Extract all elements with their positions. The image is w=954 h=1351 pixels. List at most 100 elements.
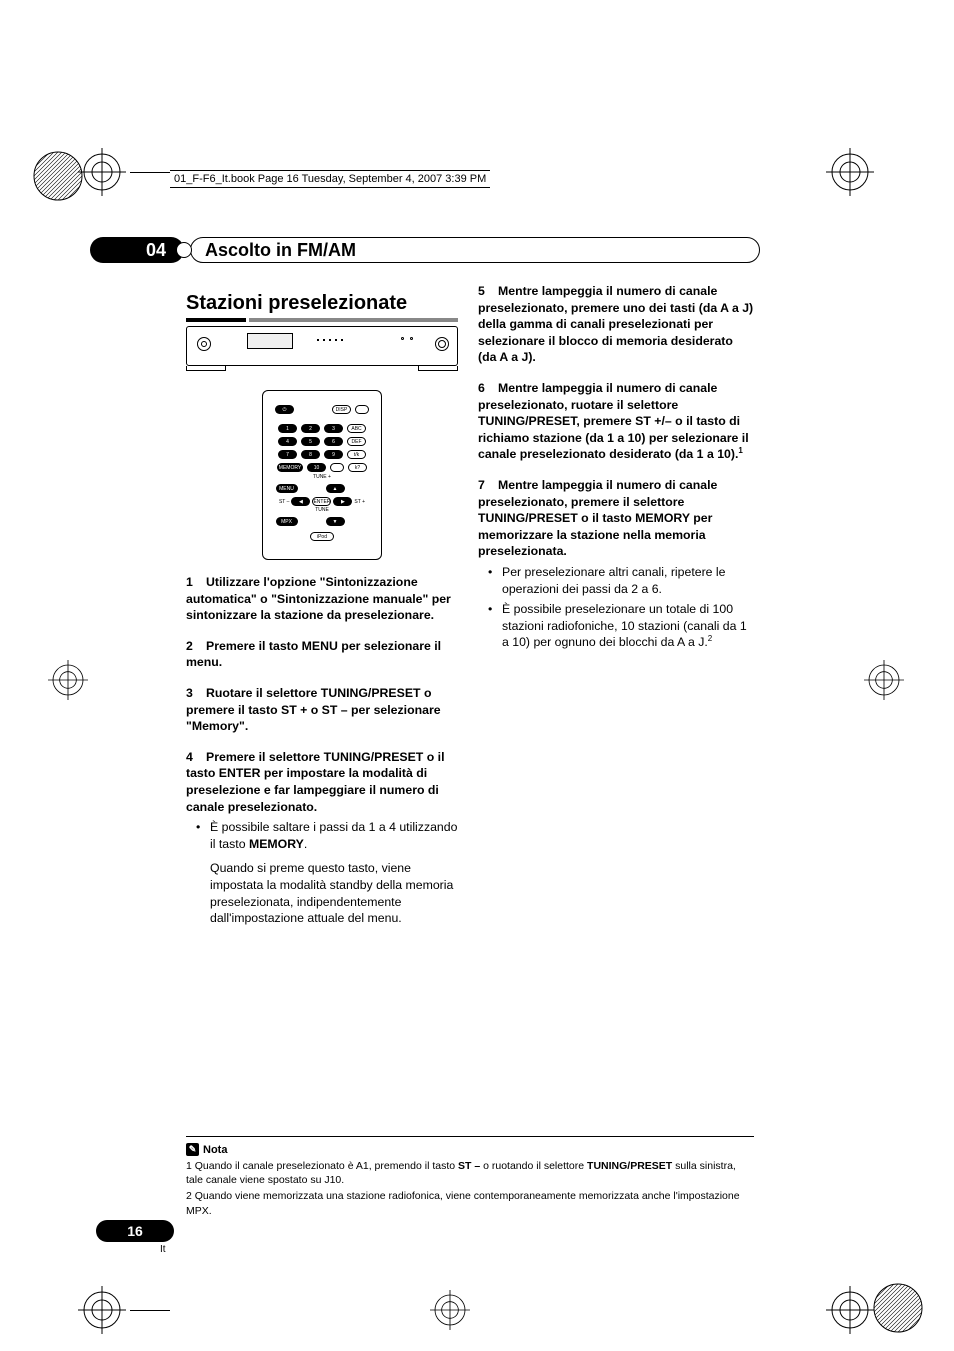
remote-label: ST – <box>279 499 289 505</box>
chapter-title: Ascolto in FM/AM <box>190 237 760 263</box>
remote-btn: ◀ <box>291 497 310 506</box>
footnote-ref: 2 <box>708 634 712 643</box>
remote-btn: 10 <box>307 463 326 472</box>
step-block: 3Ruotare il selettore TUNING/PRESET o pr… <box>186 685 462 735</box>
nota-head: ✎ Nota <box>186 1143 227 1156</box>
reg-mark-icon <box>78 1286 126 1334</box>
nota-label: Nota <box>203 1144 227 1156</box>
hatch-mark-icon <box>870 1280 926 1336</box>
step-number: 6 <box>478 380 498 397</box>
lamp-row-icon <box>317 339 343 341</box>
step-number: 3 <box>186 685 206 702</box>
step-text: Premere il selettore TUNING/PRESET o il … <box>186 750 445 814</box>
knob-icon <box>197 337 211 351</box>
bullet-item: È possibile preselezionare un totale di … <box>478 601 754 651</box>
step-block: 2Premere il tasto MENU per selezionare i… <box>186 638 462 671</box>
step-text: Mentre lampeggia il numero di canale pre… <box>478 284 753 364</box>
step-text: Premere il tasto MENU per selezionare il… <box>186 639 441 670</box>
remote-btn: MEMORY <box>277 463 303 472</box>
chapter-joint-icon <box>176 242 192 258</box>
bullet-item: Per preselezionare altri canali, ripeter… <box>478 564 754 597</box>
bullet-text: Per preselezionare altri canali, ripeter… <box>502 565 726 596</box>
footnote-ref: 1 <box>738 446 742 455</box>
nota-bold: TUNING/PRESET <box>587 1160 672 1172</box>
remote-illustration: ⏻ DISP 123 ABC 456 DEF 789 t/k MEMORY 10 k? TU… <box>262 390 382 560</box>
right-column: 5Mentre lampeggia il numero di canale pr… <box>478 283 754 665</box>
bullet-item: È possibile saltare i passi da 1 a 4 uti… <box>186 819 462 852</box>
bullet-text: È possibile saltare i passi da 1 a 4 uti… <box>210 820 457 851</box>
sub-text: Quando si preme questo tasto, viene impo… <box>186 860 462 926</box>
page-number-tab: 16 <box>96 1220 174 1242</box>
remote-btn: ▼ <box>326 517 345 526</box>
left-column: 1Utilizzare l'opzione "Sintonizzazione a… <box>186 574 462 941</box>
nota-bold: ST – <box>458 1160 480 1172</box>
chapter-header: 04 Ascolto in FM/AM <box>90 237 770 263</box>
step-text: Mentre lampeggia il numero di canale pre… <box>478 478 717 558</box>
remote-label: TUNE + <box>271 474 373 480</box>
step-text: Utilizzare l'opzione "Sintonizzazione au… <box>186 575 451 622</box>
step-block: 6Mentre lampeggia il numero di canale pr… <box>478 380 754 463</box>
bullet-text: . <box>304 837 307 851</box>
nota-text: o ruotando il selettore <box>480 1160 587 1172</box>
remote-btn: 5 <box>301 437 320 446</box>
tuner-illustration <box>186 326 458 366</box>
dot-grid-icon <box>401 337 413 340</box>
remote-btn: t/k <box>347 450 366 459</box>
knob-icon <box>435 337 449 351</box>
reg-mark-icon <box>48 660 88 700</box>
remote-label: ST + <box>354 499 365 505</box>
crop-line <box>130 172 170 173</box>
remote-btn: ▲ <box>326 484 345 493</box>
reg-mark-icon <box>826 1286 874 1334</box>
remote-btn: iPod <box>310 532 334 541</box>
remote-btn: 8 <box>301 450 320 459</box>
chapter-title-text: Ascolto in FM/AM <box>205 240 356 261</box>
reg-mark-icon <box>826 148 874 196</box>
step-number: 1 <box>186 574 206 591</box>
step-block: 7Mentre lampeggia il numero di canale pr… <box>478 477 754 651</box>
nota-rule <box>186 1136 754 1137</box>
section-title: Stazioni preselezionate <box>186 292 407 315</box>
remote-btn: 4 <box>278 437 297 446</box>
step-number: 2 <box>186 638 206 655</box>
crop-line <box>130 1310 170 1311</box>
nota-text: 1 Quando il canale preselezionato è A1, … <box>186 1160 458 1172</box>
nota-body: 1 Quando il canale preselezionato è A1, … <box>186 1159 754 1187</box>
nota-body: 2 Quando viene memorizzata una stazione … <box>186 1189 754 1217</box>
section-rule <box>186 318 458 322</box>
reg-mark-icon <box>430 1290 470 1330</box>
remote-btn <box>330 463 344 472</box>
remote-btn: MPX <box>276 517 298 526</box>
remote-btn: 3 <box>324 424 343 433</box>
remote-btn: ⏻ <box>275 405 294 414</box>
remote-btn: ▶ <box>333 497 352 506</box>
remote-label: TUNE <box>271 507 373 513</box>
step-text: Ruotare il selettore TUNING/PRESET o pre… <box>186 686 441 733</box>
chapter-number: 04 <box>146 237 166 263</box>
remote-btn: 6 <box>324 437 343 446</box>
remote-btn: 7 <box>278 450 297 459</box>
remote-btn: 2 <box>301 424 320 433</box>
step-number: 7 <box>478 477 498 494</box>
nota-block: ✎ Nota 1 Quando il canale preselezionato… <box>186 1136 754 1218</box>
step-number: 4 <box>186 749 206 766</box>
step-block: 1Utilizzare l'opzione "Sintonizzazione a… <box>186 574 462 624</box>
remote-btn <box>355 405 369 414</box>
foot-icon <box>418 366 458 371</box>
remote-btn: 1 <box>278 424 297 433</box>
step-block: 5Mentre lampeggia il numero di canale pr… <box>478 283 754 366</box>
chapter-pill <box>90 237 184 263</box>
foot-icon <box>186 366 226 371</box>
step-number: 5 <box>478 283 498 300</box>
bullet-bold: MEMORY <box>249 837 304 851</box>
remote-btn: DISP <box>332 405 351 414</box>
nota-icon: ✎ <box>186 1143 199 1156</box>
remote-btn: 9 <box>324 450 343 459</box>
remote-btn: ABC <box>347 424 366 433</box>
remote-btn: ENTER <box>312 497 331 506</box>
step-text: Mentre lampeggia il numero di canale pre… <box>478 381 749 461</box>
remote-btn: DEF <box>347 437 366 446</box>
running-header: 01_F-F6_It.book Page 16 Tuesday, Septemb… <box>170 170 490 188</box>
remote-btn: MENU <box>276 484 298 493</box>
remote-btn: k? <box>348 463 367 472</box>
